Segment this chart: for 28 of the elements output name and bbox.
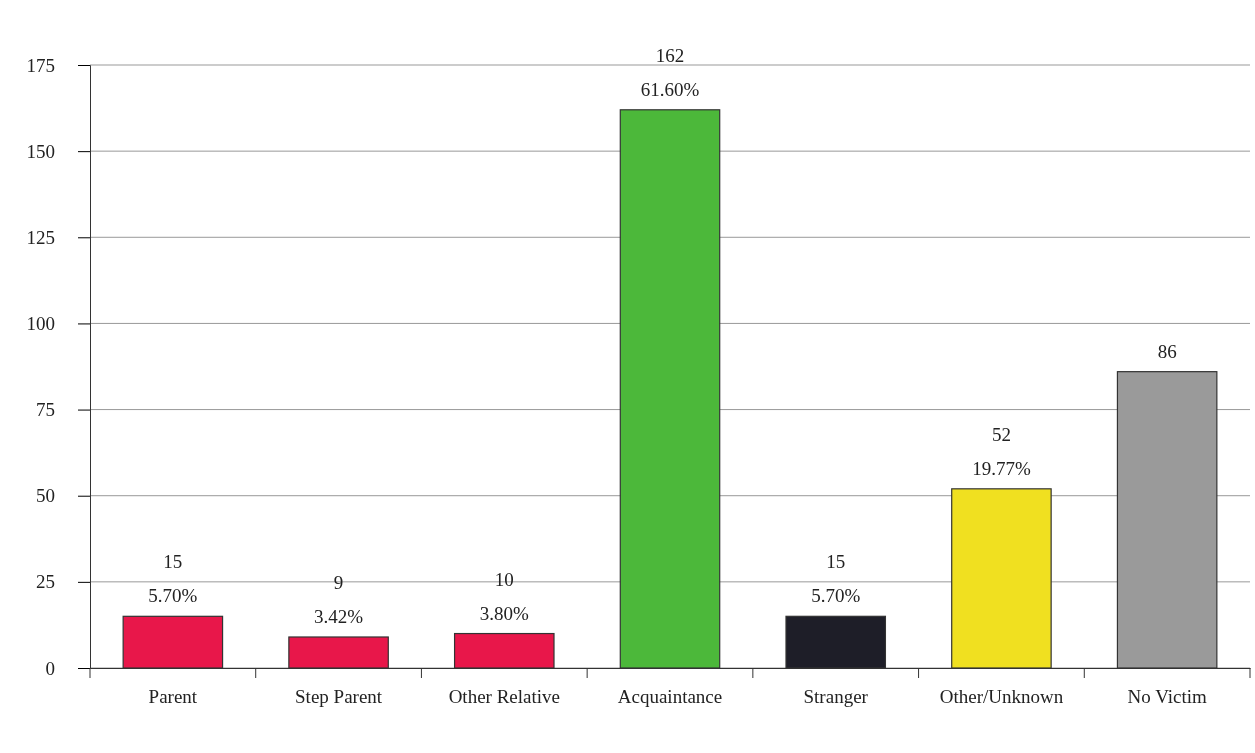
data-label: 15 <box>163 551 183 573</box>
x-tick-label: Other/Unknown <box>939 686 1064 708</box>
annotation: 19.77% <box>972 457 1031 479</box>
x-tick-label: Step Parent <box>295 686 383 708</box>
data-label: 9 <box>333 571 344 593</box>
annotation: 3.42% <box>314 605 364 627</box>
y-tick-label: 150 <box>26 140 55 162</box>
annotation: 61.60% <box>640 78 700 100</box>
y-tick-label: 175 <box>26 54 55 76</box>
annotation: 3.80% <box>479 602 529 624</box>
annotation: 5.70% <box>148 585 198 607</box>
data-label: 162 <box>655 44 685 66</box>
y-tick-label: 50 <box>36 485 55 507</box>
y-tick-label: 75 <box>36 399 55 421</box>
y-tick-label: 25 <box>36 571 55 593</box>
y-tick-label: 0 <box>45 657 55 679</box>
data-label: 10 <box>494 568 514 590</box>
data-label: 15 <box>826 551 846 573</box>
x-tick-label: Parent <box>148 686 198 708</box>
x-tick-label: No Victim <box>1127 686 1207 708</box>
x-tick-label: Acquaintance <box>617 686 723 708</box>
data-label: 86 <box>1157 340 1177 362</box>
annotation: 5.70% <box>811 585 861 607</box>
y-tick-label: 100 <box>26 313 55 335</box>
x-tick-label: Other Relative <box>448 686 560 708</box>
x-tick-label: Stranger <box>803 686 869 708</box>
data-label: 52 <box>991 423 1011 445</box>
y-tick-label: 125 <box>26 226 55 248</box>
